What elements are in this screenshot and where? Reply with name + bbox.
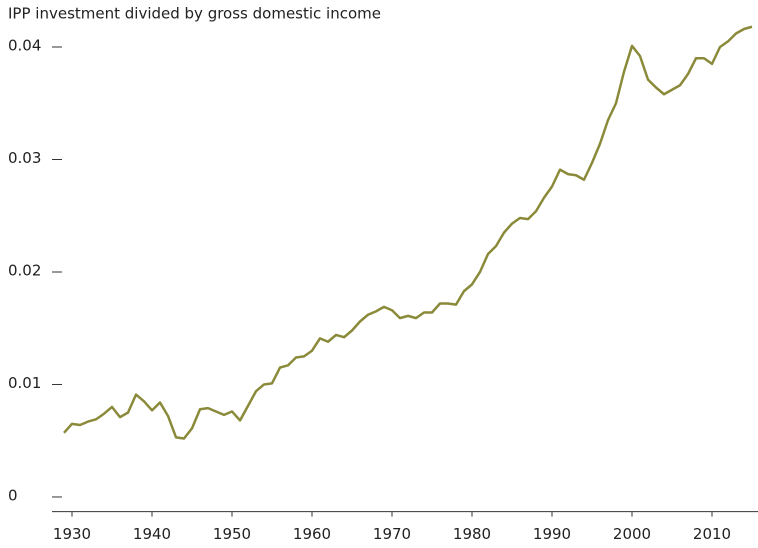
x-tick-label: 1960 bbox=[293, 525, 331, 543]
x-tick-label: 2000 bbox=[613, 525, 651, 543]
chart-title: IPP investment divided by gross domestic… bbox=[8, 5, 381, 23]
x-tick-label: 1970 bbox=[373, 525, 411, 543]
y-tick-label: 0.02 bbox=[8, 261, 41, 279]
y-tick-label: 0.01 bbox=[8, 374, 41, 392]
y-tick-label: 0.04 bbox=[8, 36, 41, 54]
y-tick-label: 0.03 bbox=[8, 149, 41, 167]
x-tick-label: 1950 bbox=[213, 525, 251, 543]
y-tick-label: 0 bbox=[8, 486, 18, 504]
x-tick-label: 1940 bbox=[133, 525, 171, 543]
x-tick-label: 1980 bbox=[453, 525, 491, 543]
line bbox=[63, 25, 753, 440]
x-tick-label: 1930 bbox=[53, 525, 91, 543]
x-tick-label: 2010 bbox=[693, 525, 731, 543]
x-tick-label: 1990 bbox=[533, 525, 571, 543]
